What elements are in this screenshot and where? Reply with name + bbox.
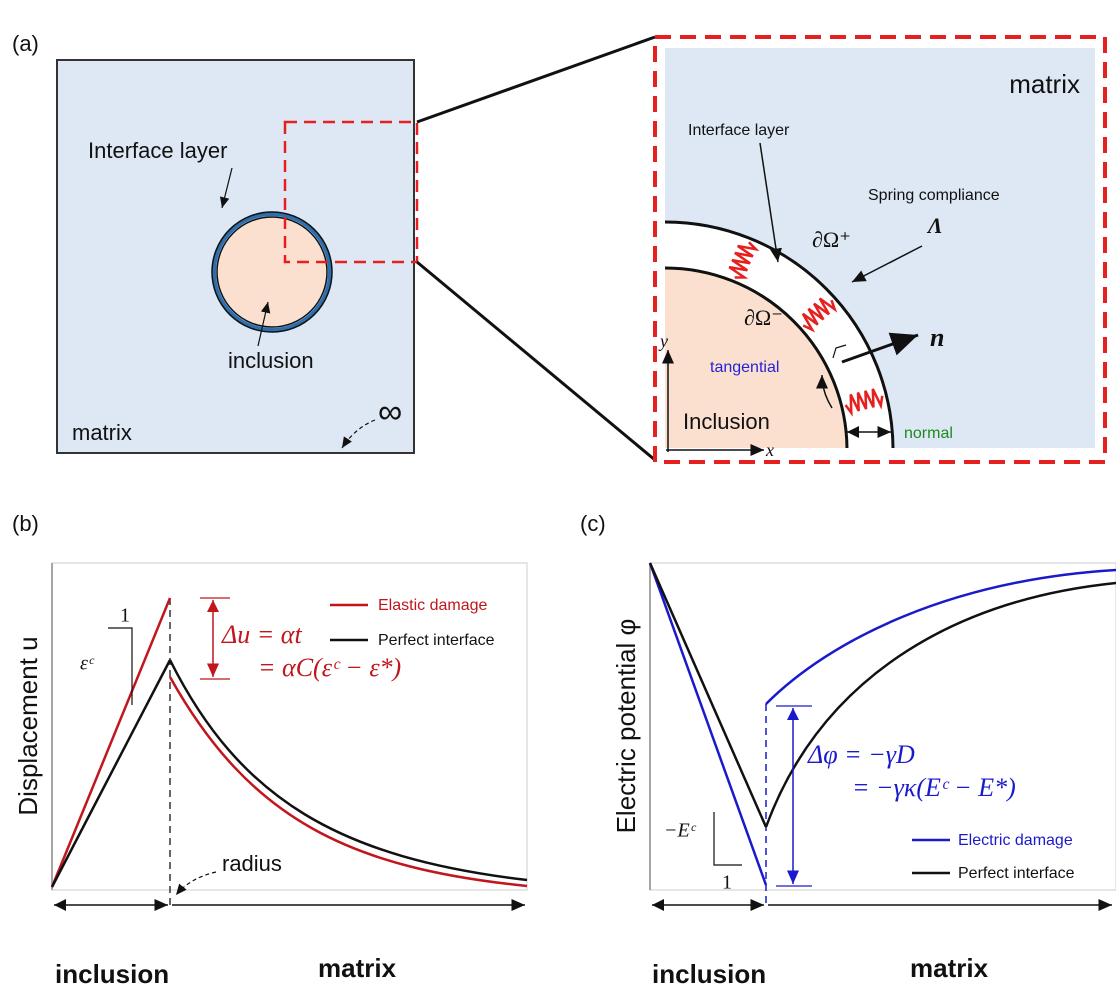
panel-label: (b) — [12, 511, 39, 536]
page: (a) Interface layer inclusion matrix ∞ m… — [0, 0, 1116, 995]
zoom-layers — [437, 222, 893, 678]
tangential-label: tangential — [710, 359, 779, 376]
slope-triangle — [108, 628, 132, 705]
region-label: matrix — [910, 953, 989, 983]
slope-label: −Eᶜ — [664, 820, 697, 842]
inclusion-circle — [217, 217, 327, 327]
jump-eq: = αC(εᶜ − ε*) — [258, 653, 401, 682]
interface-label: Interface layer — [88, 138, 227, 163]
radius-label: radius — [222, 851, 282, 876]
jump-eq: = −γκ(Eᶜ − E*) — [852, 773, 1016, 802]
legend-label: Electric damage — [958, 832, 1073, 849]
slope-triangle — [714, 812, 742, 865]
region-label: inclusion — [652, 959, 766, 989]
normal-label: normal — [904, 425, 953, 442]
spring-compliance-label: Spring compliance — [868, 187, 1000, 204]
slope-one: 1 — [722, 872, 732, 894]
y-label: y — [658, 331, 668, 351]
perfect-curve — [52, 660, 170, 887]
zoom-inclusion-label: Inclusion — [683, 409, 770, 434]
lambda-label: Λ — [926, 213, 943, 238]
arrow — [176, 872, 216, 895]
zoom-matrix-label: matrix — [1009, 69, 1080, 99]
y-axis-title: Displacement u — [13, 636, 43, 815]
damage-curve — [52, 598, 170, 887]
figure: (a) Interface layer inclusion matrix ∞ m… — [0, 0, 1116, 995]
legend-label: Perfect interface — [958, 865, 1075, 882]
jump-eq: Δφ = −γD — [807, 740, 915, 769]
panel-label: (a) — [12, 31, 39, 56]
legend-label: Perfect interface — [378, 632, 495, 649]
y-axis-title: Electric potential φ — [611, 619, 641, 834]
panel-label: (c) — [580, 511, 606, 536]
zoom-line — [417, 37, 655, 122]
perfect-curve — [650, 563, 766, 827]
region-label: inclusion — [55, 959, 169, 989]
inner-boundary-label: ∂Ω⁻ — [744, 305, 783, 330]
zoom-line — [417, 262, 655, 460]
slope-one: 1 — [120, 605, 130, 627]
slope-label: εᶜ — [80, 653, 95, 675]
outer-boundary-label: ∂Ω⁺ — [812, 227, 851, 252]
infinity-label: ∞ — [378, 393, 402, 431]
zoom-interface-label: Interface layer — [688, 122, 790, 139]
matrix-label: matrix — [72, 420, 132, 445]
x-label: x — [765, 440, 774, 460]
inner-boundary — [483, 268, 847, 632]
jump-eq: Δu = αt — [221, 620, 302, 649]
region-label: matrix — [318, 953, 397, 983]
normal-vector-label: n — [930, 323, 944, 352]
inclusion-label: inclusion — [228, 348, 314, 373]
legend-label: Elastic damage — [378, 597, 487, 614]
